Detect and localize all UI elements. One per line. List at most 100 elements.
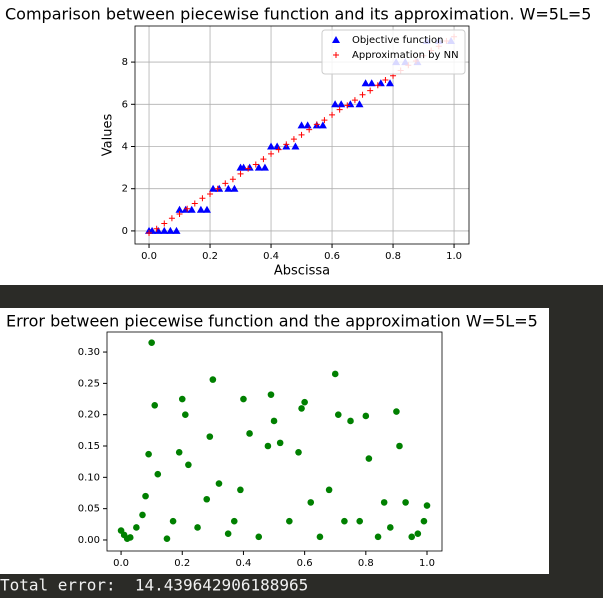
dot-marker	[151, 401, 159, 409]
dot-marker	[307, 499, 315, 506]
dot-marker	[396, 442, 403, 450]
legend-label: Approximation by NN	[352, 50, 459, 61]
figure-1	[0, 0, 603, 285]
dot-marker	[139, 511, 146, 519]
plus-marker	[321, 117, 328, 124]
x-tick-label: 0.4	[235, 558, 251, 569]
y-tick-label: 2	[122, 184, 128, 195]
plus-marker	[207, 190, 214, 197]
dot-marker	[386, 524, 394, 531]
plus-marker	[260, 156, 267, 163]
dot-marker	[286, 517, 293, 525]
plus-marker	[344, 102, 351, 109]
dot-marker	[362, 412, 370, 420]
y-tick-label: 0.25	[78, 378, 100, 389]
dot-marker	[267, 391, 275, 398]
plus-marker	[306, 126, 313, 133]
x-tick-label: 0.0	[141, 251, 157, 262]
legend-marker	[333, 52, 339, 58]
figure-2	[0, 308, 549, 574]
dot-marker	[295, 448, 302, 456]
triangle-marker	[291, 142, 300, 150]
plus-marker	[283, 141, 290, 148]
x-tick-label: 0.4	[263, 251, 279, 262]
dot-marker	[270, 417, 278, 425]
dot-marker	[163, 535, 171, 543]
dot-marker	[194, 524, 201, 531]
plus-marker	[222, 180, 229, 187]
plot-frame	[134, 25, 470, 245]
dot-marker	[420, 517, 428, 525]
triangle-marker	[376, 79, 385, 87]
y-axis-label: Values	[101, 114, 116, 157]
plus-marker	[184, 205, 191, 212]
dot-marker	[237, 486, 244, 494]
legend-label: Objective function	[352, 35, 443, 46]
dot-marker	[255, 533, 263, 541]
x-tick-label: 0.8	[358, 558, 374, 569]
dot-marker	[380, 499, 388, 506]
dot-marker	[182, 411, 189, 418]
output-text: Total error: 14.439642906188965	[0, 576, 308, 595]
plus-marker	[329, 111, 336, 118]
dot-marker	[301, 398, 308, 406]
x-tick-label: 0.2	[174, 558, 190, 569]
triangle-marker	[361, 79, 370, 87]
triangle-marker	[224, 184, 233, 192]
dot-marker	[215, 480, 223, 487]
dot-marker	[402, 499, 409, 506]
plus-marker	[161, 220, 168, 227]
plus-marker	[298, 131, 305, 138]
dot-marker	[142, 492, 149, 500]
triangle-marker	[385, 79, 394, 87]
triangle-marker	[209, 184, 218, 192]
triangle-marker	[202, 205, 211, 213]
triangle-marker	[260, 163, 269, 171]
y-tick-label: 0.10	[78, 472, 100, 483]
dot-marker	[185, 461, 192, 469]
triangle-marker	[230, 184, 239, 192]
y-tick-label: 0.20	[78, 410, 100, 421]
dot-marker	[264, 442, 272, 450]
y-tick-label: 0.15	[78, 441, 100, 452]
dot-marker	[154, 470, 162, 478]
dot-marker	[230, 517, 238, 525]
dot-marker	[169, 517, 177, 525]
dot-marker	[133, 524, 140, 531]
x-axis-label: Abscissa	[274, 264, 330, 279]
plus-marker	[382, 77, 389, 84]
plus-marker	[275, 146, 282, 153]
dot-marker	[298, 405, 305, 412]
triangle-marker	[297, 121, 306, 129]
plus-marker	[336, 106, 343, 113]
chart-title: Comparison between piecewise function an…	[5, 5, 591, 24]
dot-marker	[126, 534, 134, 541]
plus-marker	[351, 97, 358, 104]
plus-marker	[229, 176, 236, 183]
plus-marker	[237, 170, 244, 177]
x-tick-label: 0.6	[324, 251, 340, 262]
dot-marker	[246, 430, 253, 437]
triangle-marker	[318, 121, 327, 129]
plus-marker	[214, 185, 221, 192]
x-tick-label: 1.0	[419, 558, 435, 569]
dot-marker	[148, 339, 155, 346]
plot-frame	[106, 331, 443, 552]
x-tick-label: 0.2	[202, 251, 218, 262]
dot-marker	[206, 433, 214, 440]
y-tick-label: 0.05	[78, 504, 100, 515]
plus-marker	[290, 136, 297, 143]
y-tick-label: 0.30	[78, 347, 100, 358]
dot-marker	[175, 448, 183, 456]
y-tick-label: 4	[122, 142, 128, 153]
x-tick-label: 0.6	[297, 558, 313, 569]
dot-marker	[240, 395, 247, 403]
dot-marker	[347, 417, 354, 425]
triangle-marker	[355, 100, 364, 108]
dot-marker	[334, 411, 342, 418]
dot-marker	[178, 395, 186, 403]
dot-marker	[276, 439, 284, 447]
plus-marker	[245, 165, 252, 172]
plus-marker	[191, 200, 198, 207]
plus-marker	[168, 215, 175, 222]
